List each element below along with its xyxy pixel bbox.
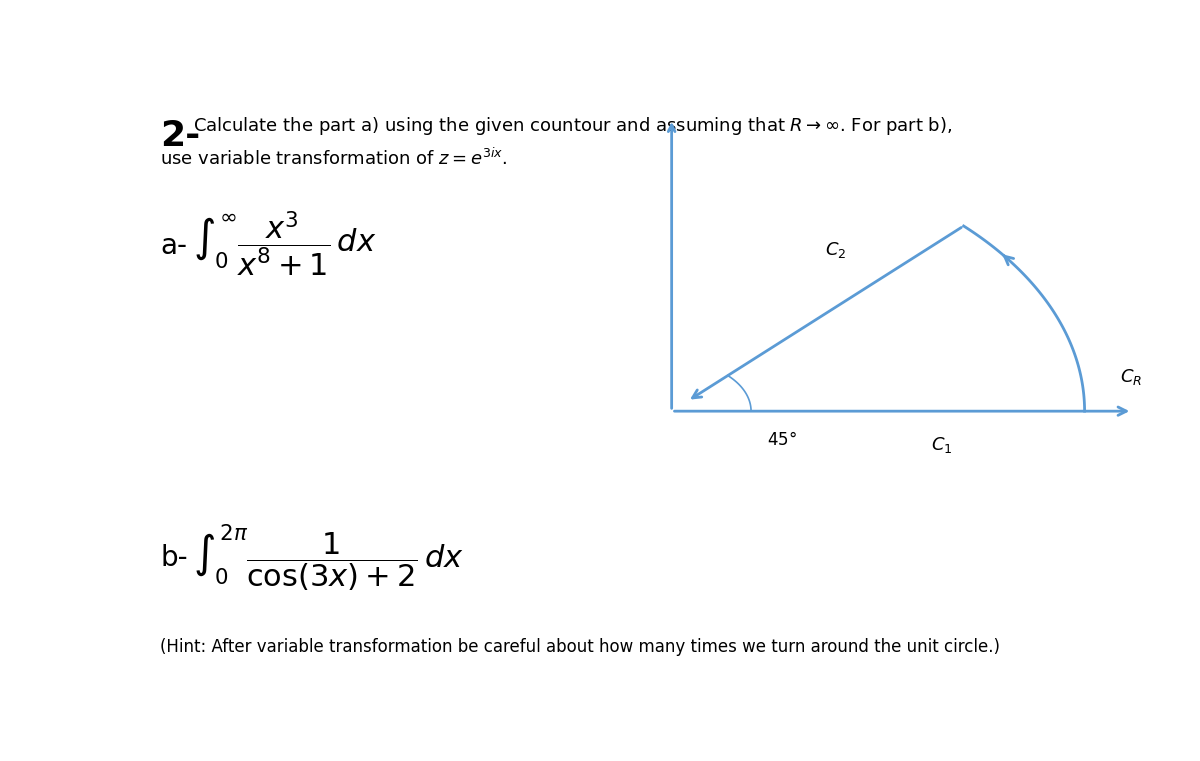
Text: $C_2$: $C_2$ <box>826 240 846 260</box>
Text: $\int_0^{\infty} \dfrac{x^3}{x^8+1}\, dx$: $\int_0^{\infty} \dfrac{x^3}{x^8+1}\, dx… <box>193 210 376 279</box>
Text: $45°$: $45°$ <box>767 431 797 449</box>
Text: Calculate the part a) using the given countour and assuming that $R \rightarrow : Calculate the part a) using the given co… <box>193 115 952 137</box>
Text: 2-: 2- <box>160 119 200 153</box>
Text: b-: b- <box>160 544 187 572</box>
Text: use variable transformation of $z = e^{3ix}$.: use variable transformation of $z = e^{3… <box>160 148 508 169</box>
Text: $C_1$: $C_1$ <box>931 435 953 455</box>
Text: $C_R$: $C_R$ <box>1120 367 1141 387</box>
Text: $\int_0^{2\pi} \dfrac{1}{\cos(3x)+2}\, dx$: $\int_0^{2\pi} \dfrac{1}{\cos(3x)+2}\, d… <box>193 522 463 594</box>
Text: a-: a- <box>160 232 187 260</box>
Text: (Hint: After variable transformation be careful about how many times we turn aro: (Hint: After variable transformation be … <box>160 638 1000 656</box>
